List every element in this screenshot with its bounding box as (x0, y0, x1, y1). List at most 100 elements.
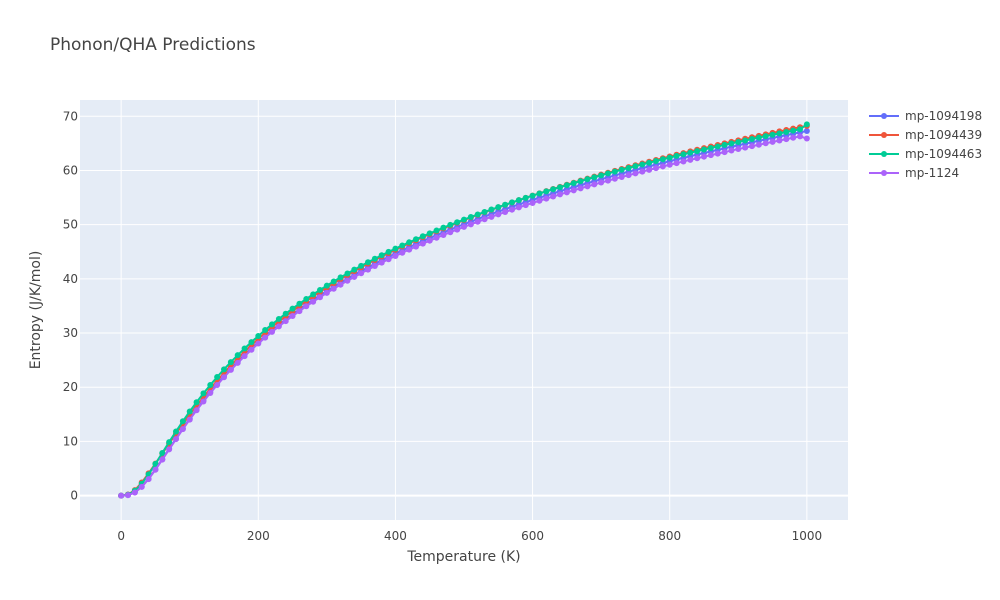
data-point (611, 168, 618, 175)
data-point (515, 197, 522, 204)
data-point (330, 278, 337, 285)
data-point (214, 373, 221, 380)
data-point (419, 240, 426, 247)
data-point (536, 197, 543, 204)
data-point (577, 185, 584, 192)
legend-label: mp-1094198 (905, 109, 982, 123)
data-point (653, 157, 659, 164)
data-point (707, 144, 714, 151)
data-point (728, 140, 735, 147)
data-point (598, 172, 605, 179)
y-tick-label: 70 (63, 109, 78, 123)
data-point (481, 208, 488, 215)
data-point (152, 460, 159, 467)
y-tick-label: 40 (63, 272, 78, 286)
data-point (591, 181, 598, 188)
data-point (221, 366, 227, 373)
data-point (296, 300, 303, 307)
data-point (687, 156, 694, 163)
data-point (543, 195, 550, 202)
data-point (529, 199, 536, 206)
legend-label: mp-1124 (905, 166, 959, 180)
data-point (234, 359, 241, 366)
data-point (454, 226, 461, 233)
data-point (707, 152, 714, 159)
data-point (467, 221, 474, 228)
data-point (234, 352, 241, 359)
data-point (769, 138, 776, 145)
data-point (317, 286, 323, 293)
data-point (776, 137, 783, 144)
data-point (803, 128, 810, 134)
data-point (323, 289, 330, 296)
data-point (653, 165, 659, 172)
data-point (563, 189, 570, 196)
data-point (173, 428, 179, 435)
data-point (454, 219, 461, 226)
x-tick-label: 0 (117, 529, 125, 543)
data-point (371, 255, 378, 262)
data-point (522, 194, 529, 201)
data-point (632, 163, 639, 170)
legend-item[interactable]: mp-1124 (869, 166, 959, 180)
data-point (200, 390, 207, 397)
chart-title: Phonon/QHA Predictions (50, 35, 256, 55)
legend-item[interactable]: mp-1094463 (869, 147, 982, 161)
data-point (275, 323, 282, 330)
data-point (666, 161, 673, 168)
data-point (790, 127, 797, 134)
data-point (358, 270, 365, 277)
data-point (694, 155, 701, 162)
data-point (269, 328, 275, 335)
data-point (680, 158, 687, 165)
data-point (515, 204, 522, 211)
data-point (214, 381, 221, 388)
data-point (289, 313, 296, 320)
series-mp-1094463 (118, 121, 810, 499)
data-point (803, 135, 810, 142)
x-tick-label: 400 (384, 529, 407, 543)
data-point (371, 263, 378, 270)
data-point (721, 149, 728, 156)
data-point (625, 164, 632, 171)
data-point (330, 285, 337, 292)
data-point (296, 308, 303, 315)
data-point (351, 273, 358, 280)
data-point (687, 149, 694, 156)
data-point (118, 492, 125, 499)
data-point (598, 179, 605, 186)
y-tick-label: 50 (63, 218, 78, 232)
data-point (728, 147, 735, 154)
legend-item[interactable]: mp-1094439 (869, 128, 982, 142)
legend-label: mp-1094463 (905, 147, 982, 161)
data-point (797, 126, 803, 133)
data-point (200, 398, 207, 405)
data-point (577, 178, 584, 185)
data-point (543, 188, 550, 195)
data-point (646, 166, 653, 173)
data-point (358, 262, 365, 269)
data-point (488, 213, 495, 220)
data-point (447, 229, 454, 236)
y-tick-label: 60 (63, 163, 78, 177)
legend-item[interactable]: mp-1094198 (869, 109, 982, 123)
data-point (317, 294, 323, 301)
data-point (509, 206, 515, 213)
data-point (344, 270, 351, 277)
data-point (481, 216, 488, 223)
data-point (467, 214, 474, 220)
data-point (618, 166, 625, 173)
data-point (365, 259, 371, 266)
data-point (701, 146, 707, 153)
data-point (173, 436, 179, 443)
data-point (618, 173, 625, 180)
data-point (755, 134, 762, 141)
data-point (406, 246, 413, 253)
data-point (701, 153, 707, 160)
data-point (159, 449, 166, 456)
data-point (282, 310, 289, 317)
data-point (426, 237, 433, 244)
data-point (433, 227, 440, 234)
data-point (227, 359, 234, 366)
data-point (193, 399, 200, 406)
